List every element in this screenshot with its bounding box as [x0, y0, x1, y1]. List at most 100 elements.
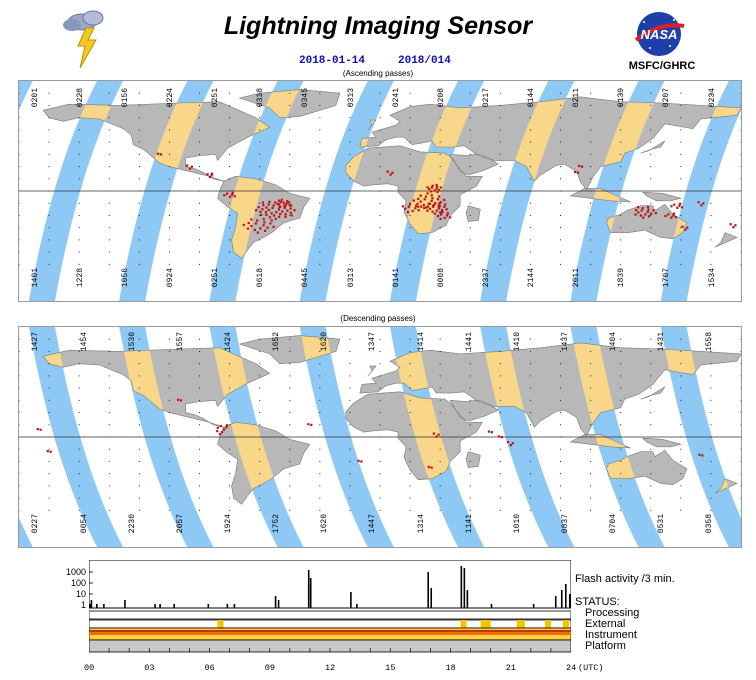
- flash-activity-bar: [356, 604, 358, 608]
- lightning-flash: [49, 450, 52, 453]
- lightning-flash: [433, 189, 436, 192]
- flash-activity-bar: [226, 604, 229, 608]
- lightning-flash: [256, 219, 259, 222]
- lightning-flash: [426, 192, 429, 195]
- y-tick-1000: 1000: [65, 567, 86, 577]
- descending-label: (Descending passes): [340, 314, 416, 323]
- pass-time-label: 2144: [527, 268, 536, 288]
- pass-time-label: 0345: [301, 88, 311, 108]
- pass-time-label: 1652: [272, 332, 282, 352]
- lightning-flash: [446, 214, 449, 217]
- lightning-flash: [289, 211, 292, 214]
- lightning-flash: [428, 187, 431, 191]
- lightning-cloud-icon: [60, 8, 110, 74]
- org-label: MSFC/GHRC: [628, 60, 696, 72]
- lightning-flash: [672, 214, 675, 217]
- lightning-flash: [680, 206, 684, 209]
- lightning-flash: [580, 165, 584, 168]
- lightning-flash: [279, 200, 282, 204]
- lightning-flash: [386, 170, 389, 173]
- lightning-flash: [437, 433, 440, 436]
- lightning-flash: [284, 213, 287, 216]
- lightning-flash: [286, 200, 289, 203]
- lightning-flash: [254, 222, 257, 225]
- flash-activity-bar: [564, 584, 567, 608]
- pass-time-label: 0208: [436, 88, 446, 108]
- pass-time-label: 2230: [127, 514, 137, 534]
- utc-tick-label: 12: [325, 663, 336, 673]
- pass-time-label: 0531: [657, 514, 667, 534]
- lightning-flash: [641, 207, 644, 210]
- utc-tick-label: 21: [505, 663, 516, 673]
- pass-time-label: 2337: [481, 268, 491, 288]
- pass-time-label: 1454: [79, 332, 89, 352]
- lightning-flash: [509, 444, 512, 447]
- lightning-flash: [439, 201, 442, 204]
- flash-activity-bar: [207, 604, 210, 608]
- lightning-flash: [443, 198, 446, 201]
- pass-time-label: 1427: [31, 332, 41, 352]
- flash-activity-bar: [154, 604, 156, 608]
- pass-time-label: 1924: [224, 514, 233, 534]
- flash-activity-bar: [350, 592, 352, 608]
- lightning-flash: [263, 221, 266, 224]
- lightning-flash: [270, 212, 273, 215]
- pass-time-label: 0227: [31, 514, 41, 534]
- descending-top-ticks: 1427 1454 1530 1557 1424 1652 1620 1347 1414 1441…: [18, 332, 740, 362]
- pass-time-label: 0207: [662, 88, 672, 108]
- lightning-flash: [430, 199, 433, 202]
- ascending-label: (Ascending passes): [342, 69, 414, 78]
- flash-activity-bar: [233, 604, 236, 608]
- pass-time-label: 0445: [301, 268, 311, 288]
- lightning-flash: [186, 164, 189, 167]
- flash-activity-bar: [490, 604, 493, 608]
- utc-tick-label: 00: [84, 663, 95, 673]
- lightning-flash: [702, 202, 705, 205]
- lightning-flash: [420, 205, 423, 208]
- flash-activity-bar: [309, 578, 312, 608]
- lightning-flash: [417, 205, 420, 208]
- pass-time-label: 1441: [464, 332, 474, 352]
- date-iso: 2018-01-14: [299, 55, 366, 67]
- status-platform: Platform: [585, 640, 626, 652]
- lightning-flash: [254, 209, 258, 212]
- lightning-flash: [414, 207, 417, 210]
- lightning-flash: [576, 171, 580, 174]
- lightning-flash: [216, 430, 219, 433]
- flash-activity-bar: [307, 570, 310, 608]
- utc-unit-label: (UTC): [578, 663, 604, 673]
- lightning-flash: [262, 224, 265, 227]
- lightning-flash: [226, 192, 229, 195]
- lightning-flash: [681, 225, 684, 228]
- flash-activity-bar: [560, 590, 563, 608]
- lightning-flash: [273, 214, 276, 217]
- lightning-flash: [272, 204, 275, 207]
- lightning-flash: [206, 173, 209, 176]
- lightning-flash: [280, 198, 283, 201]
- lightning-flash: [231, 191, 234, 194]
- lightning-flash: [262, 218, 265, 221]
- lightning-flash: [256, 231, 259, 234]
- nasa-logo: NASA: [630, 10, 688, 58]
- lightning-flash: [277, 208, 281, 211]
- descending-map: [18, 326, 742, 548]
- lightning-flash: [216, 426, 219, 429]
- lightning-flash: [646, 210, 649, 213]
- pass-time-label: 0224: [166, 88, 175, 108]
- pass-time-label: 0141: [391, 268, 401, 288]
- lightning-flash: [279, 212, 282, 216]
- pass-time-label: 0144: [527, 88, 536, 108]
- flash-activity-bar: [103, 604, 105, 608]
- lightning-flash: [647, 208, 650, 211]
- pass-time-label: 0139: [617, 88, 627, 108]
- lightning-flash: [431, 210, 434, 213]
- lightning-flash: [437, 195, 441, 198]
- lightning-flash: [389, 173, 392, 176]
- lightning-flash: [220, 431, 224, 434]
- lightning-flash: [270, 219, 273, 222]
- pass-time-label: 1447: [368, 514, 378, 534]
- lightning-flash: [222, 428, 226, 431]
- lightning-flash: [437, 207, 441, 210]
- lightning-flash: [673, 203, 676, 206]
- lightning-flash: [283, 204, 286, 207]
